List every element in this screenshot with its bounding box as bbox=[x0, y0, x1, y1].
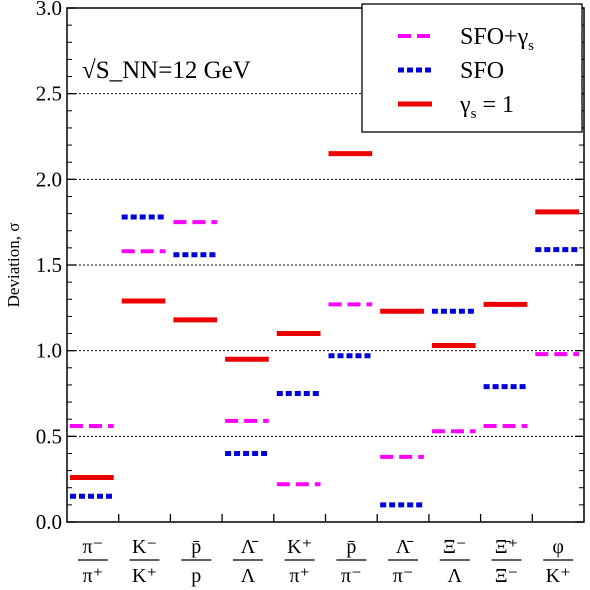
x-label-denominator: Λ bbox=[447, 565, 462, 587]
x-label-denominator: p bbox=[191, 565, 201, 587]
x-label-numerator: Λ̄ bbox=[396, 536, 415, 558]
x-category-label: K⁺ π⁺ bbox=[284, 536, 315, 587]
legend-label-tail: = 1 bbox=[476, 92, 514, 118]
x-label-numerator: φ bbox=[552, 536, 564, 558]
y-tick-label: 2.5 bbox=[36, 82, 62, 106]
x-category-label: Ξ⁻ Λ bbox=[439, 536, 470, 587]
y-tick-label: 0.5 bbox=[36, 424, 62, 448]
legend-label-main: SFO bbox=[460, 58, 504, 84]
x-label-numerator: Ξ⁻ bbox=[443, 536, 466, 558]
x-label-numerator: K⁺ bbox=[287, 536, 312, 558]
y-tick-label: 1.5 bbox=[36, 253, 62, 277]
x-label-numerator: K⁻ bbox=[132, 536, 157, 558]
x-category-label: K⁻ K⁺ bbox=[129, 536, 160, 587]
legend-label: SFO+γs bbox=[460, 24, 534, 54]
x-category-label: Λ̄ π⁻ bbox=[388, 536, 419, 587]
legend-label-subscript: s bbox=[471, 106, 477, 122]
legend-label: γs = 1 bbox=[459, 92, 514, 122]
y-tick-label: 1.0 bbox=[36, 339, 62, 363]
x-label-denominator: π⁻ bbox=[341, 565, 362, 587]
x-label-denominator: K⁺ bbox=[132, 565, 157, 587]
y-axis: 0.0 0.5 1.0 1.5 2.0 2.5 3.0 bbox=[36, 0, 584, 534]
x-label-numerator: Ξ̄⁺ bbox=[495, 536, 518, 558]
y-tick-label: 0.0 bbox=[36, 510, 62, 534]
x-label-denominator: K⁺ bbox=[546, 565, 571, 587]
legend-label: SFO bbox=[460, 58, 504, 84]
energy-annotation: √S_NN=12 GeV bbox=[82, 57, 251, 84]
x-label-numerator: π⁻ bbox=[83, 536, 104, 558]
x-label-denominator: π⁺ bbox=[83, 565, 104, 587]
x-label-denominator: π⁻ bbox=[393, 565, 414, 587]
x-category-label: φ K⁺ bbox=[543, 536, 574, 587]
x-label-denominator: Ξ⁻ bbox=[495, 565, 518, 587]
x-category-label: Λ̄ Λ bbox=[232, 536, 263, 587]
x-label-numerator: p̄ bbox=[191, 536, 201, 558]
x-category-label: Ξ̄⁺ Ξ⁻ bbox=[491, 536, 522, 587]
x-category-label: p̄ p bbox=[181, 536, 212, 587]
annotation-text: √S_NN=12 GeV bbox=[82, 57, 251, 84]
legend-label-main: SFO+γ bbox=[460, 24, 529, 50]
x-label-denominator: π⁺ bbox=[289, 565, 310, 587]
legend-label-main: γ bbox=[459, 92, 471, 118]
legend-label-subscript: s bbox=[528, 38, 534, 54]
x-label-numerator: Λ̄ bbox=[241, 536, 260, 558]
y-tick-label: 2.0 bbox=[36, 167, 62, 191]
x-category-label: p̄ π⁻ bbox=[336, 536, 367, 587]
y-tick-label: 3.0 bbox=[36, 0, 62, 20]
y-axis-label: Deviation, σ bbox=[4, 223, 23, 308]
x-category-label: π⁻ π⁺ bbox=[77, 536, 108, 587]
x-label-denominator: Λ bbox=[241, 565, 256, 587]
x-axis: π⁻ π⁺ K⁻ K⁺ p̄ p Λ̄ Λ K⁺ π⁺ p̄ π⁻ Λ̄ π⁻ Ξ⁻ Λ Ξ̄⁺ Ξ⁻ φ K⁺ bbox=[77, 514, 574, 587]
data-marks bbox=[70, 151, 579, 508]
x-label-numerator: p̄ bbox=[346, 536, 356, 558]
